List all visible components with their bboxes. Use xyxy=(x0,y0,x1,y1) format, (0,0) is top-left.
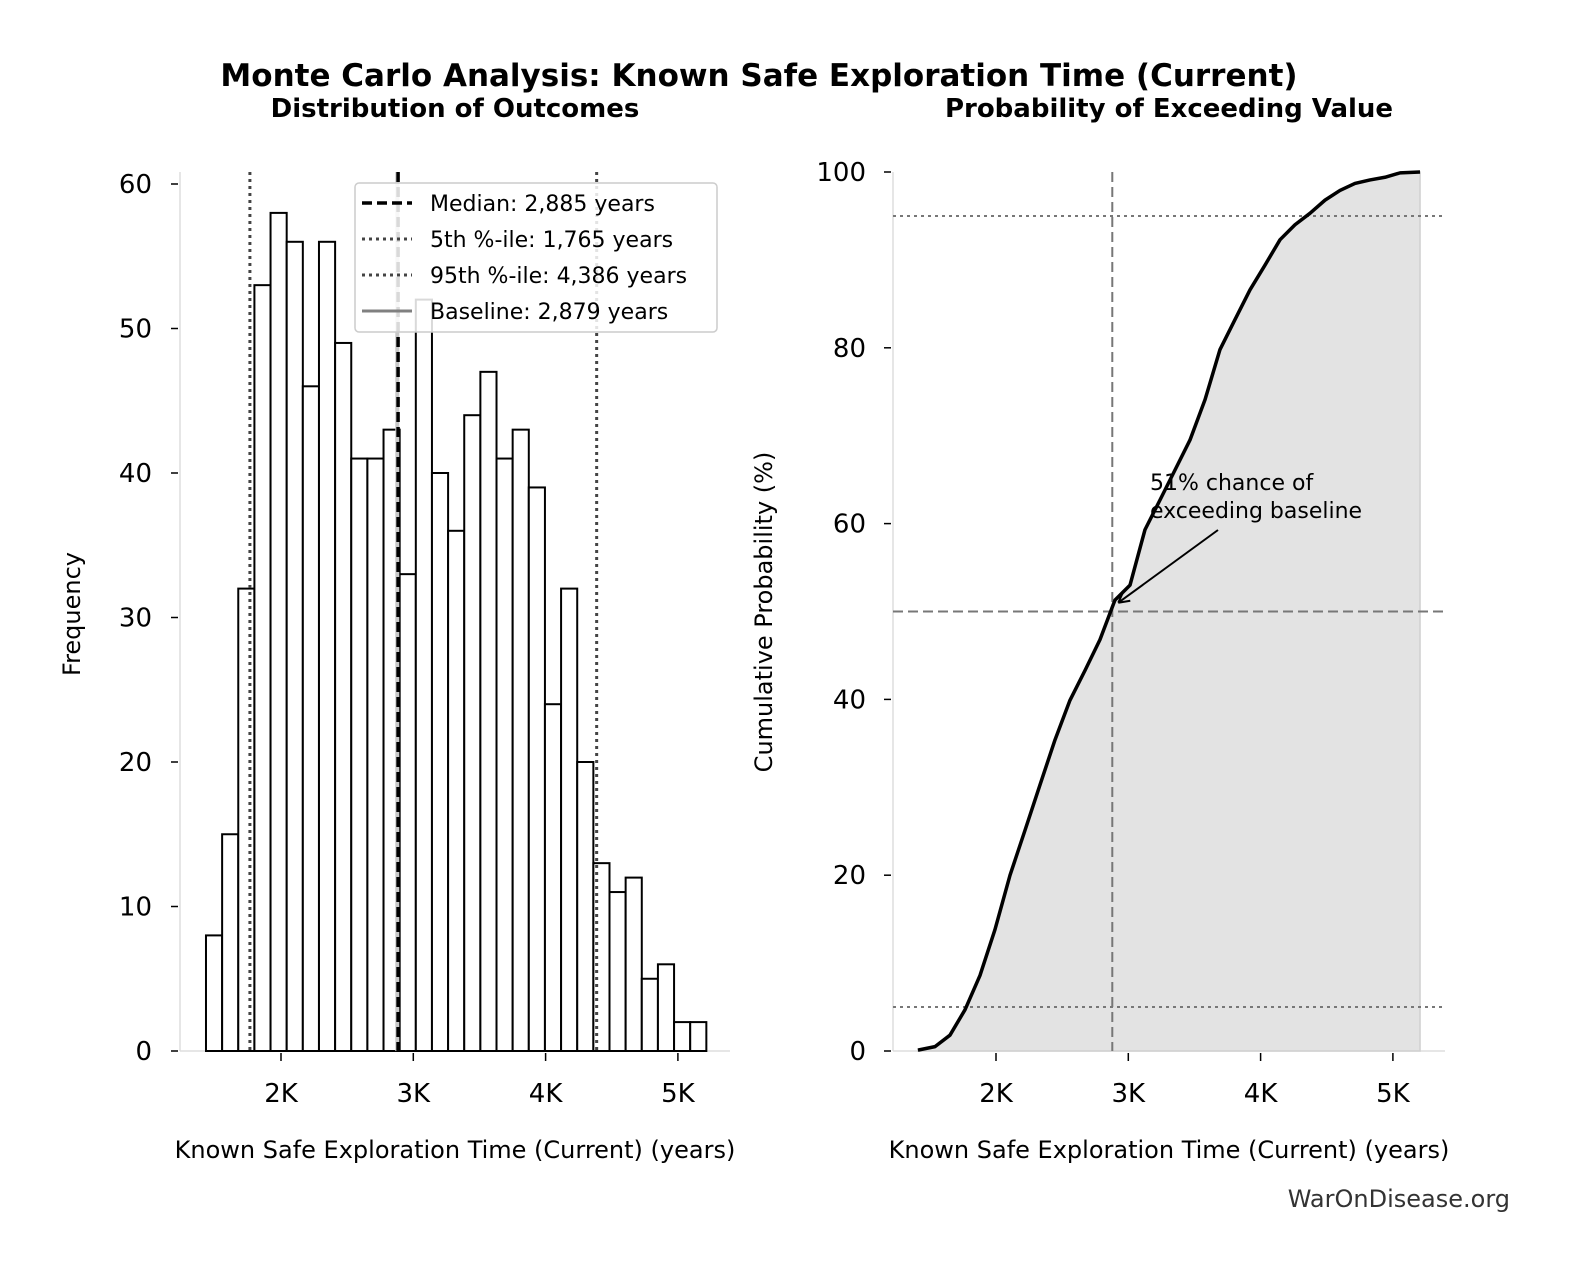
y-tick-label: 80 xyxy=(833,334,866,364)
histogram-bar xyxy=(350,457,369,1052)
y-tick-label: 0 xyxy=(135,1037,152,1067)
y-tick-label: 30 xyxy=(119,604,152,634)
annotation-text: 51% chance of xyxy=(1150,471,1314,496)
histogram-bar xyxy=(269,211,288,1052)
y-tick-label: 50 xyxy=(119,315,152,345)
figure-title: Monte Carlo Analysis: Known Safe Explora… xyxy=(220,58,1297,94)
annotation-arrowhead xyxy=(1117,591,1131,604)
histogram-subtitle: Distribution of Outcomes xyxy=(271,94,640,124)
y-tick-label: 40 xyxy=(119,459,152,489)
histogram-ylabel: Frequency xyxy=(58,552,86,676)
histogram-bar xyxy=(285,240,304,1053)
cdf-ylabel: Cumulative Probability (%) xyxy=(750,452,778,773)
histogram-bar xyxy=(237,587,256,1052)
annotation-text: exceeding baseline xyxy=(1150,499,1362,524)
histogram-bar xyxy=(640,977,659,1052)
histogram-bar xyxy=(414,298,433,1053)
x-tick-label: 5K xyxy=(1376,1079,1411,1109)
histogram-bar xyxy=(673,1021,692,1052)
y-tick-label: 20 xyxy=(119,748,152,778)
histogram-bar xyxy=(463,414,482,1052)
histogram-bar xyxy=(479,370,498,1053)
histogram-bar xyxy=(204,934,224,1053)
legend-box xyxy=(354,182,718,333)
histogram-bar xyxy=(447,529,466,1052)
histogram-panel: Distribution of Outcomes Known Safe Expl… xyxy=(58,94,735,1164)
x-tick-label: 4K xyxy=(529,1079,564,1109)
histogram-bar xyxy=(543,703,563,1052)
y-tick-label: 60 xyxy=(833,510,866,540)
histogram-bar xyxy=(689,1021,708,1052)
x-tick-label: 3K xyxy=(397,1079,432,1109)
histogram-bar xyxy=(560,587,579,1052)
histogram-bar xyxy=(398,573,417,1053)
x-tick-label: 2K xyxy=(264,1079,299,1109)
histogram-bar xyxy=(511,428,530,1052)
histogram-bar xyxy=(334,341,353,1052)
histogram-bar xyxy=(656,963,676,1052)
histogram-bar xyxy=(253,284,272,1052)
histogram-bar xyxy=(366,457,385,1052)
y-tick-label: 60 xyxy=(119,170,152,200)
x-tick-label: 4K xyxy=(1244,1079,1279,1109)
legend-label: Median: 2,885 years xyxy=(430,192,655,217)
x-tick-label: 3K xyxy=(1112,1079,1147,1109)
watermark: WarOnDisease.org xyxy=(1288,1185,1510,1213)
x-tick-label: 5K xyxy=(661,1079,696,1109)
y-tick-label: 40 xyxy=(833,685,866,715)
x-tick-label: 2K xyxy=(979,1079,1014,1109)
y-tick-label: 100 xyxy=(816,158,866,188)
legend-label: 5th %-ile: 1,765 years xyxy=(430,228,673,253)
histogram-bar xyxy=(527,486,546,1052)
cdf-line xyxy=(917,170,1421,1052)
y-tick-label: 10 xyxy=(119,893,152,923)
histogram-bar xyxy=(624,876,643,1052)
histogram-bar xyxy=(301,385,320,1052)
cdf-panel: Probability of Exceeding Value Known Saf… xyxy=(750,94,1449,1164)
histogram-bar xyxy=(608,891,627,1052)
histogram-bar xyxy=(221,833,240,1052)
histogram-xlabel: Known Safe Exploration Time (Current) (y… xyxy=(175,1136,736,1164)
y-tick-label: 20 xyxy=(833,861,866,891)
histogram-bar xyxy=(317,240,337,1053)
legend-label: 95th %-ile: 4,386 years xyxy=(430,264,687,289)
histogram-bar xyxy=(576,761,595,1052)
y-tick-label: 0 xyxy=(849,1037,866,1067)
legend: Median: 2,885 years 5th %-ile: 1,765 year… xyxy=(354,182,718,333)
annotation-arrow xyxy=(1117,529,1219,604)
legend-label: Baseline: 2,879 years xyxy=(430,300,668,325)
cdf-subtitle: Probability of Exceeding Value xyxy=(945,94,1393,124)
histogram-bar xyxy=(495,457,514,1052)
histogram-bar xyxy=(430,472,450,1052)
cdf-xlabel: Known Safe Exploration Time (Current) (y… xyxy=(889,1136,1450,1164)
